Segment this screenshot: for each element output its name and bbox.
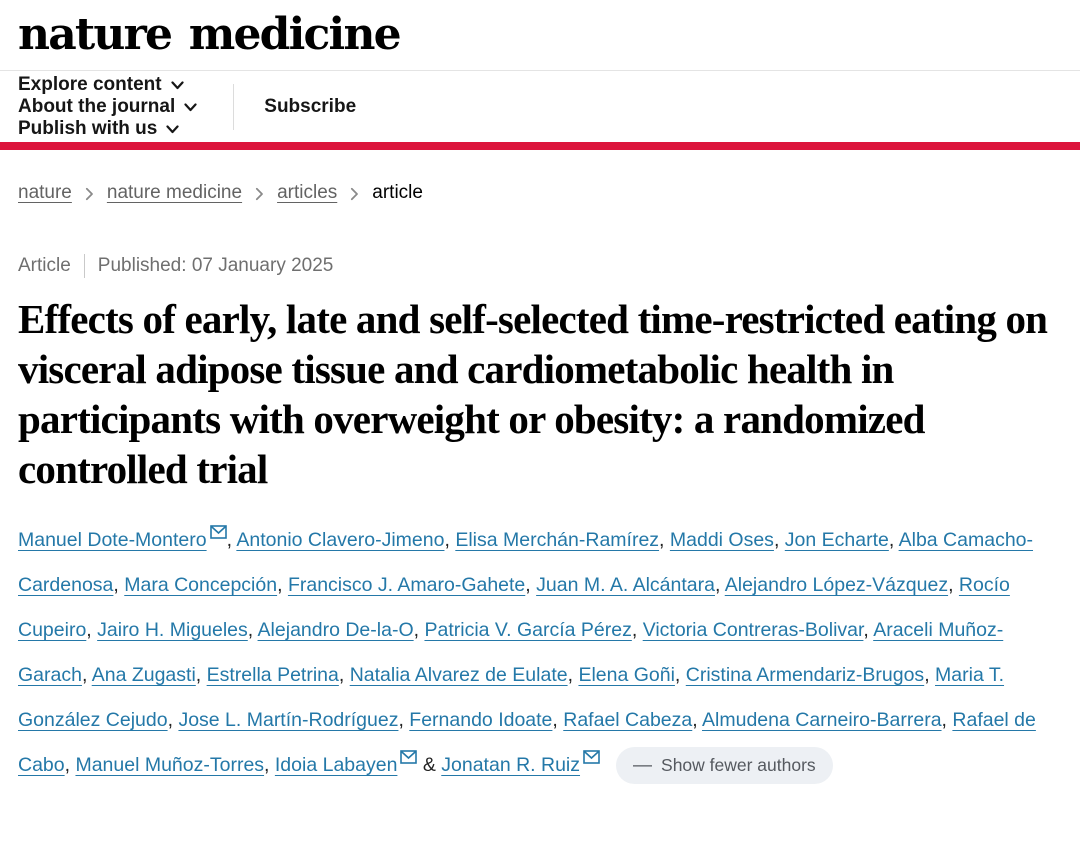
- minus-dash-icon: —: [633, 755, 653, 777]
- email-envelope-icon[interactable]: [400, 736, 418, 781]
- main-nav: Explore content About the journal Publish …: [0, 70, 1080, 142]
- author-link[interactable]: Mara Concepción: [124, 574, 278, 596]
- author-link[interactable]: Juan M. A. Alcántara: [536, 574, 715, 596]
- article-title: Effects of early, late and self-selected…: [18, 296, 1048, 492]
- authors-inline: Manuel Dote-Montero, Antonio Clavero-Jim…: [18, 525, 1036, 776]
- article-type-label: Article: [18, 255, 71, 276]
- author-link[interactable]: Almudena Carneiro-Barrera: [702, 709, 942, 731]
- author-link[interactable]: Rafael Cabeza: [563, 709, 693, 731]
- meta-divider: [83, 254, 85, 278]
- nav-item-about-the-journal[interactable]: About the journal: [18, 96, 197, 118]
- author-link[interactable]: Alejandro López-Vázquez: [724, 574, 949, 596]
- breadcrumb-link-nature[interactable]: nature: [18, 182, 72, 203]
- masthead: nature medicine: [0, 0, 1080, 64]
- author-link[interactable]: Alba Camacho-Cardenosa: [18, 529, 1034, 596]
- article-meta: Article Published: 07 January 2025: [18, 254, 1062, 278]
- author-link[interactable]: Cristina Armendariz-Brugos: [685, 664, 925, 686]
- author-list: Manuel Dote-Montero, Antonio Clavero-Jim…: [18, 518, 1062, 788]
- author-link[interactable]: Jonatan R. Ruiz: [441, 754, 581, 776]
- nav-item-label: Explore content: [18, 73, 162, 95]
- author-link[interactable]: Maddi Oses: [669, 529, 774, 551]
- nav-divider: [233, 83, 235, 130]
- breadcrumb-link-articles[interactable]: articles: [277, 182, 338, 203]
- author-link[interactable]: Rocío Cupeiro: [18, 574, 1010, 641]
- chevron-down-icon: [170, 74, 184, 96]
- author-link[interactable]: Manuel Muñoz-Torres: [75, 754, 265, 776]
- author-link[interactable]: Antonio Clavero-Jimeno: [236, 529, 445, 551]
- breadcrumb-current: article: [372, 182, 423, 203]
- journal-accent-rule: [0, 142, 1080, 150]
- author-link[interactable]: Elisa Merchán-Ramírez: [455, 529, 660, 551]
- chevron-down-icon: [184, 96, 197, 118]
- breadcrumb-link-nature-medicine[interactable]: nature medicine: [106, 182, 243, 203]
- author-link[interactable]: Patricia V. García Pérez: [424, 619, 632, 641]
- author-link[interactable]: Araceli Muñoz-Garach: [18, 619, 1004, 686]
- author-link[interactable]: Jose L. Martín-Rodríguez: [178, 709, 399, 731]
- author-link[interactable]: Ana Zugasti: [91, 664, 196, 686]
- email-envelope-icon[interactable]: [583, 736, 600, 781]
- chevron-right-icon: [85, 187, 94, 201]
- author-link[interactable]: Elena Goñi: [578, 664, 675, 686]
- journal-logo[interactable]: nature medicine: [18, 9, 402, 60]
- published-label: Published:: [97, 255, 187, 276]
- published-value: 07 January 2025: [191, 255, 334, 276]
- author-link[interactable]: Jon Echarte: [784, 529, 889, 551]
- author-link[interactable]: Estrella Petrina: [206, 664, 339, 686]
- author-link[interactable]: Fernando Idoate: [409, 709, 553, 731]
- author-link[interactable]: Rafael de Cabo: [18, 709, 1036, 776]
- author-link[interactable]: Manuel Dote-Montero: [18, 529, 207, 551]
- author-link[interactable]: Francisco J. Amaro-Gahete: [287, 574, 526, 596]
- author-link[interactable]: Maria T. González Cejudo: [18, 664, 1005, 731]
- chevron-right-icon: [350, 187, 359, 201]
- chevron-right-icon: [255, 187, 264, 201]
- chevron-down-icon: [166, 118, 179, 140]
- author-link[interactable]: Idoia Labayen: [274, 754, 398, 776]
- published-date: Published: 07 January 2025: [98, 255, 334, 277]
- email-envelope-icon[interactable]: [209, 511, 227, 556]
- nav-item-label: Publish with us: [18, 117, 158, 139]
- nav-item-label: About the journal: [18, 95, 176, 117]
- author-link[interactable]: Alejandro De-la-O: [257, 619, 414, 641]
- author-link[interactable]: Natalia Alvarez de Eulate: [349, 664, 568, 686]
- nav-item-explore-content[interactable]: Explore content: [18, 74, 197, 96]
- nav-item-subscribe[interactable]: Subscribe: [264, 95, 357, 117]
- show-fewer-authors-button[interactable]: — Show fewer authors: [616, 747, 833, 785]
- show-fewer-label: Show fewer authors: [661, 755, 816, 776]
- author-link[interactable]: Victoria Contreras-Bolivar: [642, 619, 864, 641]
- nav-item-publish-with-us[interactable]: Publish with us: [18, 118, 197, 140]
- breadcrumb: nature nature medicine articles article: [18, 182, 1062, 204]
- author-link[interactable]: Jairo H. Migueles: [97, 619, 248, 641]
